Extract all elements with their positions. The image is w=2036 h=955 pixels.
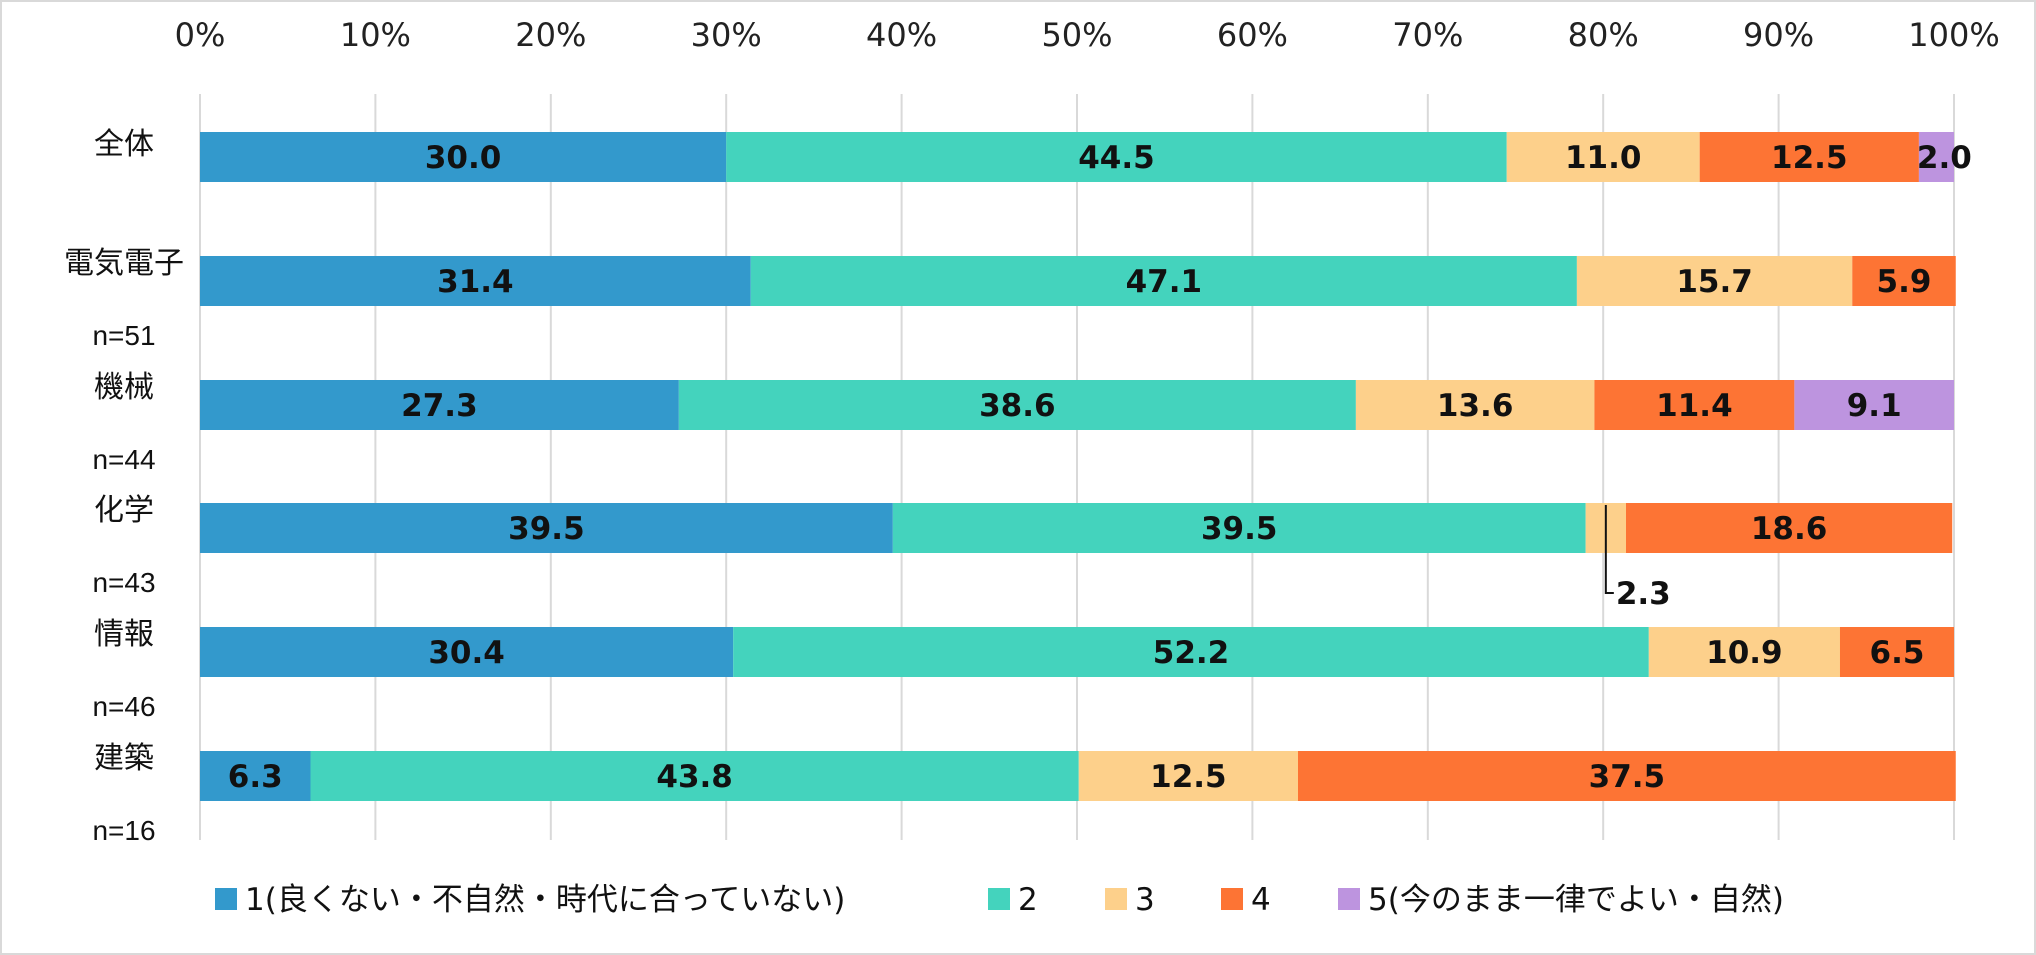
bar-segment	[1626, 503, 1953, 553]
data-label: 6.5	[1870, 635, 1925, 671]
category-n-label: n=46	[92, 691, 155, 722]
legend-swatch	[215, 888, 237, 910]
category-n-label: n=51	[92, 320, 155, 351]
legend-label: 5(今のまま一律でよい・自然)	[1368, 882, 1784, 918]
data-label: 37.5	[1589, 759, 1666, 795]
bar-segment	[1355, 380, 1595, 430]
x-tick-label: 80%	[1568, 16, 1639, 54]
callout-label: 2.3	[1616, 576, 1671, 612]
bar-segment	[200, 380, 679, 430]
bar-segment	[200, 256, 751, 306]
legend-swatch	[1105, 888, 1127, 910]
bar-segment	[200, 503, 893, 553]
data-label: 5.9	[1877, 264, 1932, 300]
data-label: 39.5	[1201, 511, 1278, 547]
data-label: 6.3	[228, 759, 283, 795]
legend-swatch	[1338, 888, 1360, 910]
data-label: 9.1	[1847, 388, 1902, 424]
bar-segment	[200, 627, 734, 677]
data-label: 38.6	[979, 388, 1056, 424]
data-label: 30.0	[425, 140, 502, 176]
category-label: 機械	[94, 370, 154, 405]
bar-segment	[733, 627, 1649, 677]
data-label: 30.4	[428, 635, 505, 671]
data-label: 11.4	[1656, 388, 1733, 424]
bar-segment	[200, 751, 311, 801]
bar-segment	[892, 503, 1586, 553]
x-tick-label: 40%	[866, 16, 937, 54]
category-label: 電気電子	[64, 246, 184, 281]
bar-segment	[726, 132, 1507, 182]
data-label: 13.6	[1437, 388, 1514, 424]
bar-segment	[310, 751, 1079, 801]
legend-label: 4	[1251, 882, 1271, 918]
data-label: 31.4	[437, 264, 514, 300]
bar-segment	[1298, 751, 1956, 801]
legend-label: 3	[1135, 882, 1155, 918]
category-label: 化学	[94, 493, 154, 528]
bar-segment	[1794, 380, 1954, 430]
bar-segment	[750, 256, 1577, 306]
data-label: 2.0	[1917, 140, 1972, 176]
legend-label: 1(良くない・不自然・時代に合っていない)	[245, 882, 845, 918]
data-label: 43.8	[656, 759, 733, 795]
x-tick-label: 0%	[175, 16, 226, 54]
bar-segment	[1506, 132, 1700, 182]
bar-segment	[1852, 256, 1956, 306]
x-tick-label: 10%	[340, 16, 411, 54]
data-label: 18.6	[1751, 511, 1828, 547]
data-label: 27.3	[401, 388, 478, 424]
x-tick-label: 70%	[1392, 16, 1463, 54]
category-label: 全体	[94, 127, 154, 162]
legend-swatch	[1221, 888, 1243, 910]
x-tick-label: 30%	[691, 16, 762, 54]
bar-segment	[1699, 132, 1919, 182]
category-label: 建築	[94, 741, 154, 776]
data-label: 10.9	[1706, 635, 1783, 671]
data-label: 15.7	[1676, 264, 1753, 300]
category-n-label: n=44	[92, 444, 155, 475]
bar-segment	[678, 380, 1356, 430]
bar-segment	[1918, 132, 1954, 182]
data-label: 11.0	[1565, 140, 1642, 176]
category-n-label: n=43	[92, 567, 155, 598]
category-n-label: n=16	[92, 815, 155, 846]
data-label: 44.5	[1078, 140, 1155, 176]
category-label: 情報	[94, 617, 154, 652]
data-label: 39.5	[508, 511, 585, 547]
bar-segment	[1839, 627, 1954, 677]
x-tick-label: 20%	[515, 16, 586, 54]
x-tick-label: 60%	[1217, 16, 1288, 54]
legend-swatch	[988, 888, 1010, 910]
x-tick-label: 90%	[1743, 16, 1814, 54]
bar-segment	[200, 132, 727, 182]
data-label: 52.2	[1153, 635, 1230, 671]
data-label: 12.5	[1771, 140, 1848, 176]
callout-leader	[1604, 505, 1614, 594]
bar-segment	[1648, 627, 1840, 677]
legend-label: 2	[1018, 882, 1038, 918]
bar-segment	[1594, 380, 1795, 430]
data-label: 12.5	[1150, 759, 1227, 795]
x-tick-label: 100%	[1908, 16, 1999, 54]
data-label: 47.1	[1126, 264, 1203, 300]
bar-segment	[1078, 751, 1299, 801]
bar-segment	[1576, 256, 1853, 306]
x-tick-label: 50%	[1041, 16, 1112, 54]
